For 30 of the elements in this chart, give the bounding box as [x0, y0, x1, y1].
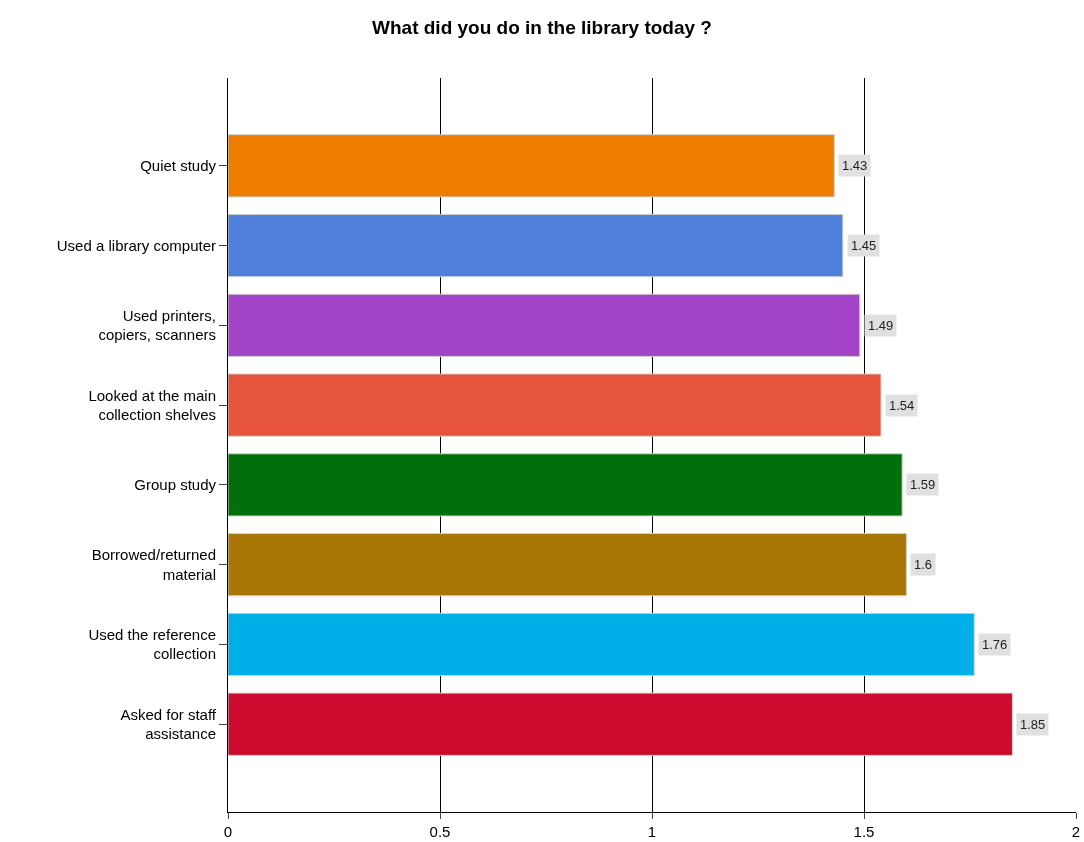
bar — [228, 692, 1013, 756]
bar — [228, 373, 882, 437]
x-tick-label: 0.5 — [429, 823, 451, 840]
y-tick-label: Group study — [134, 476, 217, 494]
x-tick-label: 1.5 — [853, 823, 875, 840]
y-tick-label: Looked at the main collection shelves — [88, 386, 216, 424]
data-label: 1.6 — [914, 557, 933, 572]
x-tick-label: 1 — [647, 823, 657, 840]
bar — [228, 453, 903, 517]
data-label: 1.76 — [982, 637, 1008, 652]
data-label: 1.49 — [868, 318, 894, 333]
y-tick-label: Used the reference collection — [88, 625, 216, 663]
data-label: 1.43 — [842, 158, 868, 173]
x-tick-label: 2 — [1071, 823, 1081, 840]
y-tick-label: Used a library computer — [56, 236, 216, 254]
bar — [228, 213, 844, 278]
data-label: 1.85 — [1020, 717, 1046, 732]
data-label: 1.45 — [851, 238, 877, 253]
chart-title: What did you do in the library today ? — [372, 17, 712, 39]
bar — [228, 612, 975, 677]
y-tick-label: Asked for staff assistance — [120, 705, 217, 743]
y-tick-label: Used printers, copiers, scanners — [98, 306, 216, 344]
bar — [228, 134, 835, 198]
x-tick-label: 0 — [223, 823, 233, 840]
data-label: 1.59 — [910, 477, 936, 492]
data-label: 1.54 — [889, 398, 915, 413]
y-tick-label: Quiet study — [140, 157, 217, 175]
bar — [228, 293, 861, 357]
y-tick-label: Borrowed/returned material — [91, 546, 216, 583]
bar — [228, 533, 907, 597]
